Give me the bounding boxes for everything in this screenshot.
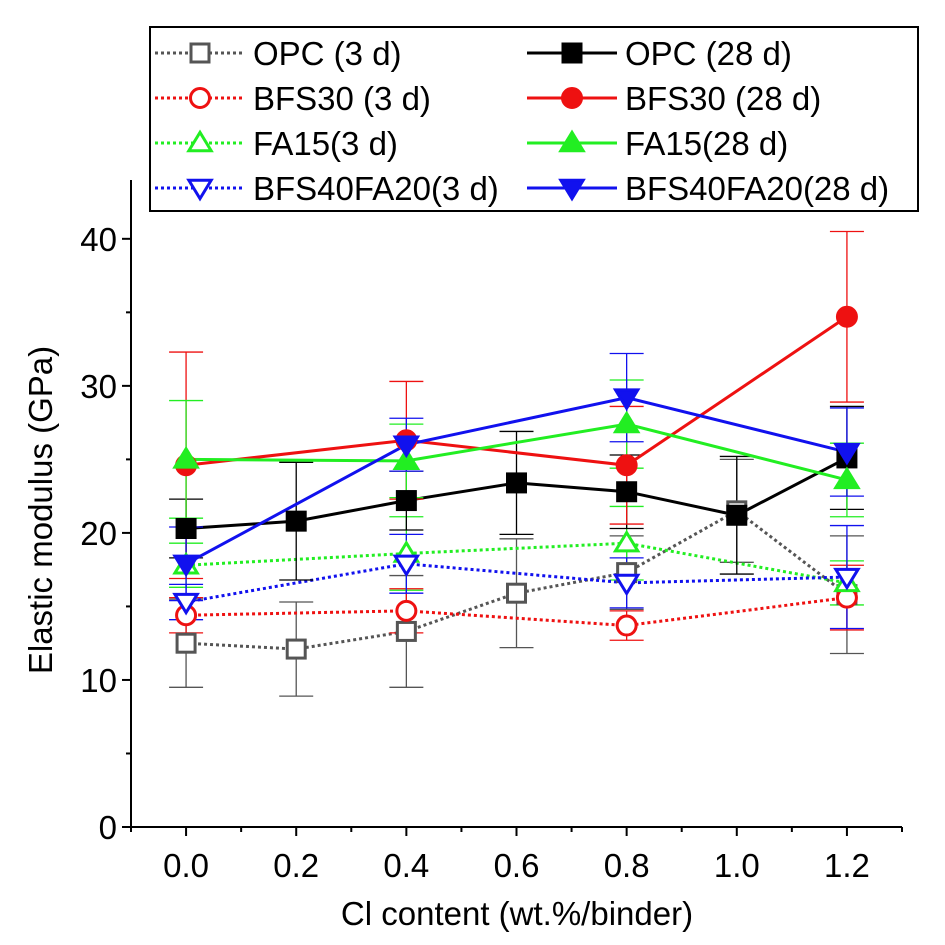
y-tick-label: 40 bbox=[80, 221, 117, 258]
x-tick-label: 0.8 bbox=[604, 847, 650, 884]
legend-label: BFS40FA20(3 d) bbox=[253, 170, 499, 207]
legend-item: FA15(28 d) bbox=[527, 125, 788, 162]
legend-label: BFS30 (28 d) bbox=[625, 80, 821, 117]
data-point bbox=[172, 554, 200, 578]
data-point bbox=[392, 435, 421, 459]
data-point bbox=[833, 466, 861, 490]
y-axis-label: Elastic modulus (GPa) bbox=[22, 346, 59, 674]
x-axis-label: Cl content (wt.%/binder) bbox=[341, 895, 693, 932]
x-tick-label: 1.2 bbox=[824, 847, 870, 884]
x-tick-label: 1.0 bbox=[714, 847, 760, 884]
data-point bbox=[395, 599, 418, 622]
x-tick-label: 0.2 bbox=[273, 847, 319, 884]
series-line bbox=[186, 596, 848, 628]
series-markers-7 bbox=[172, 388, 861, 578]
series-markers-4 bbox=[175, 447, 858, 539]
legend-label: FA15(3 d) bbox=[253, 125, 398, 162]
data-point bbox=[506, 472, 527, 494]
data-point bbox=[726, 504, 748, 526]
legend-item: OPC (3 d) bbox=[155, 35, 402, 72]
x-tick-label: 0.6 bbox=[494, 847, 540, 884]
legend-marker bbox=[561, 42, 583, 64]
series-line bbox=[185, 396, 848, 566]
series-line bbox=[185, 315, 848, 467]
data-point bbox=[615, 614, 638, 637]
legend-label: BFS40FA20(28 d) bbox=[625, 170, 889, 207]
legend-marker bbox=[561, 87, 583, 109]
legend-label: BFS30 (3 d) bbox=[253, 80, 431, 117]
data-point bbox=[616, 481, 638, 503]
data-point bbox=[835, 305, 858, 328]
legend-marker bbox=[558, 129, 586, 153]
data-point bbox=[833, 442, 861, 466]
legend: OPC (3 d) BFS30 (3 d) FA15(3 d) BFS40FA20(3… bbox=[149, 26, 919, 212]
y-tick-label: 0 bbox=[99, 809, 117, 846]
legend-marker bbox=[189, 87, 211, 109]
data-point bbox=[833, 567, 861, 591]
legend-item: OPC (28 d) bbox=[527, 35, 792, 72]
axes: 0 10 20 30 40 0.0 0.2 0.4 0.6 0.8 1.0 1.2 bbox=[80, 180, 903, 884]
data-point bbox=[612, 388, 641, 412]
legend-item: BFS40FA20(28 d) bbox=[527, 170, 889, 207]
series-line bbox=[185, 562, 847, 604]
legend-item: BFS40FA20(3 d) bbox=[155, 170, 499, 207]
data-point bbox=[612, 573, 641, 597]
data-point bbox=[172, 445, 200, 469]
legend-box bbox=[149, 26, 919, 212]
plot-area bbox=[169, 230, 864, 697]
legend-marker bbox=[186, 129, 214, 153]
data-point bbox=[392, 554, 421, 578]
data-point bbox=[395, 620, 417, 642]
data-point bbox=[285, 510, 307, 532]
data-point bbox=[395, 490, 417, 512]
legend-marker bbox=[189, 42, 211, 64]
legend-label: OPC (28 d) bbox=[625, 35, 792, 72]
x-tick-label: 0.4 bbox=[383, 847, 429, 884]
x-tick-label: 0.0 bbox=[163, 847, 209, 884]
legend-item: FA15(3 d) bbox=[155, 125, 398, 162]
y-tick-label: 10 bbox=[80, 662, 117, 699]
data-point bbox=[392, 447, 421, 471]
y-tick-label: 20 bbox=[80, 515, 117, 552]
data-point bbox=[612, 410, 641, 434]
legend-marker bbox=[558, 178, 586, 202]
data-point bbox=[615, 454, 638, 477]
data-point bbox=[175, 632, 197, 654]
y-tick-label: 30 bbox=[80, 368, 117, 405]
data-point bbox=[175, 517, 197, 539]
legend-marker bbox=[186, 178, 214, 202]
data-point bbox=[285, 638, 307, 660]
series-line bbox=[186, 422, 848, 482]
data-point bbox=[172, 592, 200, 616]
legend-item: BFS30 (3 d) bbox=[155, 80, 431, 117]
legend-item: BFS30 (28 d) bbox=[527, 80, 821, 117]
data-point bbox=[506, 582, 527, 604]
series-markers-6 bbox=[172, 410, 861, 490]
legend-label: FA15(28 d) bbox=[625, 125, 788, 162]
data-point bbox=[612, 529, 641, 553]
series-markers-3 bbox=[172, 554, 861, 616]
legend-label: OPC (3 d) bbox=[253, 35, 402, 72]
